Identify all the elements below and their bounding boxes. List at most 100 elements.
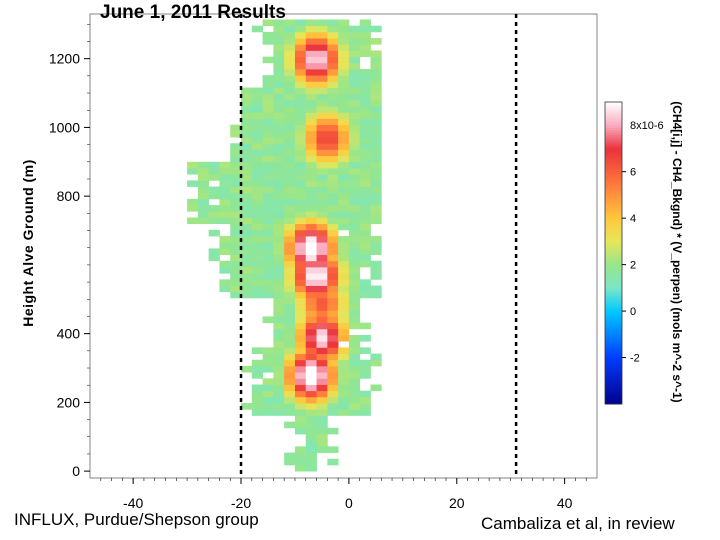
heatmap-cell xyxy=(359,186,371,194)
colorbar-segment xyxy=(605,104,622,108)
heatmap-cell xyxy=(338,180,350,187)
colorbar-segment xyxy=(605,397,622,400)
heatmap-cell xyxy=(305,229,317,237)
heatmap-cell xyxy=(348,254,361,262)
heatmap-cell xyxy=(348,99,361,107)
heatmap-cell xyxy=(370,118,382,126)
heatmap-cell xyxy=(273,328,285,336)
heatmap-cell xyxy=(327,266,339,274)
heatmap-cell xyxy=(219,205,231,212)
colorbar-segment xyxy=(605,127,622,131)
heatmap-cell xyxy=(273,403,285,410)
colorbar-segment xyxy=(605,232,622,235)
colorbar-segment xyxy=(605,362,622,366)
heatmap-cell xyxy=(359,254,371,262)
heatmap-cell xyxy=(294,211,307,218)
heatmap-cell xyxy=(316,316,328,324)
colorbar-segment xyxy=(605,157,622,161)
heatmap-cell xyxy=(338,93,350,101)
heatmap-cell xyxy=(359,81,371,88)
colorbar-segment xyxy=(605,248,622,252)
heatmap-cell xyxy=(316,291,328,299)
heatmap-cell xyxy=(251,87,263,95)
heatmap-cell xyxy=(273,149,285,157)
heatmap-cell xyxy=(305,285,317,293)
heatmap-cell xyxy=(294,316,307,324)
heatmap-cell xyxy=(262,236,274,243)
colorbar-segment xyxy=(605,297,622,300)
heatmap-cell xyxy=(338,378,350,385)
heatmap-cell xyxy=(273,341,285,348)
colorbar-segment xyxy=(605,122,622,126)
heatmap-cell xyxy=(208,217,220,225)
heatmap-cell xyxy=(294,81,307,88)
heatmap-cell xyxy=(370,291,382,299)
heatmap-cell xyxy=(262,174,274,181)
heatmap-cell xyxy=(305,446,317,453)
heatmap-cell xyxy=(327,396,339,404)
colorbar-segment xyxy=(605,155,622,159)
heatmap-cell xyxy=(370,62,382,70)
heatmap-cell xyxy=(273,205,285,212)
colorbar-segment xyxy=(605,167,622,170)
heatmap-cell xyxy=(262,31,274,39)
colorbar-segment xyxy=(605,283,622,287)
heatmap-cell xyxy=(316,335,328,342)
heatmap-cell xyxy=(305,186,317,194)
colorbar-segment xyxy=(605,134,622,138)
heatmap-cell xyxy=(219,167,231,175)
heatmap-cell xyxy=(294,192,307,200)
heatmap-cell xyxy=(251,93,263,101)
heatmap-cell xyxy=(327,242,339,249)
heatmap-cell xyxy=(316,236,328,243)
heatmap-cell xyxy=(327,359,339,367)
colorbar-segment xyxy=(605,269,622,273)
heatmap-cell xyxy=(294,167,307,175)
heatmap-cell xyxy=(338,205,350,212)
heatmap-cell xyxy=(305,81,317,88)
heatmap-cell xyxy=(348,260,361,268)
heatmap-cell xyxy=(348,403,361,410)
colorbar-segment xyxy=(605,294,622,298)
colorbar-segment xyxy=(605,234,622,238)
heatmap-cell xyxy=(273,174,285,181)
heatmap-cell xyxy=(294,403,307,410)
heatmap-cell xyxy=(273,56,285,64)
heatmap-cell xyxy=(305,205,317,212)
heatmap-cell xyxy=(338,396,350,404)
heatmap-cell xyxy=(348,124,361,132)
heatmap-cell xyxy=(348,316,361,324)
heatmap-cell xyxy=(251,409,263,416)
heatmap-cell xyxy=(219,217,231,225)
heatmap-cell xyxy=(305,415,317,423)
heatmap-cell xyxy=(348,291,361,299)
heatmap-cell xyxy=(262,365,274,373)
heatmap-cell xyxy=(294,427,307,435)
heatmap-cell xyxy=(305,174,317,181)
heatmap-cell xyxy=(327,44,339,51)
heatmap-cell xyxy=(251,273,263,280)
heatmap-cell xyxy=(327,279,339,286)
heatmap-cell xyxy=(284,421,296,429)
heatmap-cell xyxy=(348,25,361,33)
heatmap-cell xyxy=(208,229,220,237)
heatmap-cell xyxy=(359,174,371,181)
heatmap-cell xyxy=(338,384,350,392)
colorbar-segment xyxy=(605,255,622,259)
colorbar-segment xyxy=(605,174,622,177)
heatmap-cell xyxy=(305,38,317,45)
colorbar-segment xyxy=(605,313,622,317)
heatmap-cell xyxy=(359,112,371,119)
heatmap-cell xyxy=(305,335,317,342)
heatmap-cell xyxy=(294,149,307,157)
heatmap-cell xyxy=(284,236,296,243)
heatmap-cell xyxy=(273,31,285,39)
colorbar-segment xyxy=(605,359,622,363)
heatmap-cell xyxy=(284,93,296,101)
heatmap-cell xyxy=(305,279,317,286)
heatmap-cell xyxy=(262,106,274,113)
credit-right: Cambaliza et al, in review xyxy=(481,514,675,533)
heatmap-cell xyxy=(316,353,328,361)
heatmap-cell xyxy=(273,118,285,126)
heatmap-cell xyxy=(230,130,242,138)
